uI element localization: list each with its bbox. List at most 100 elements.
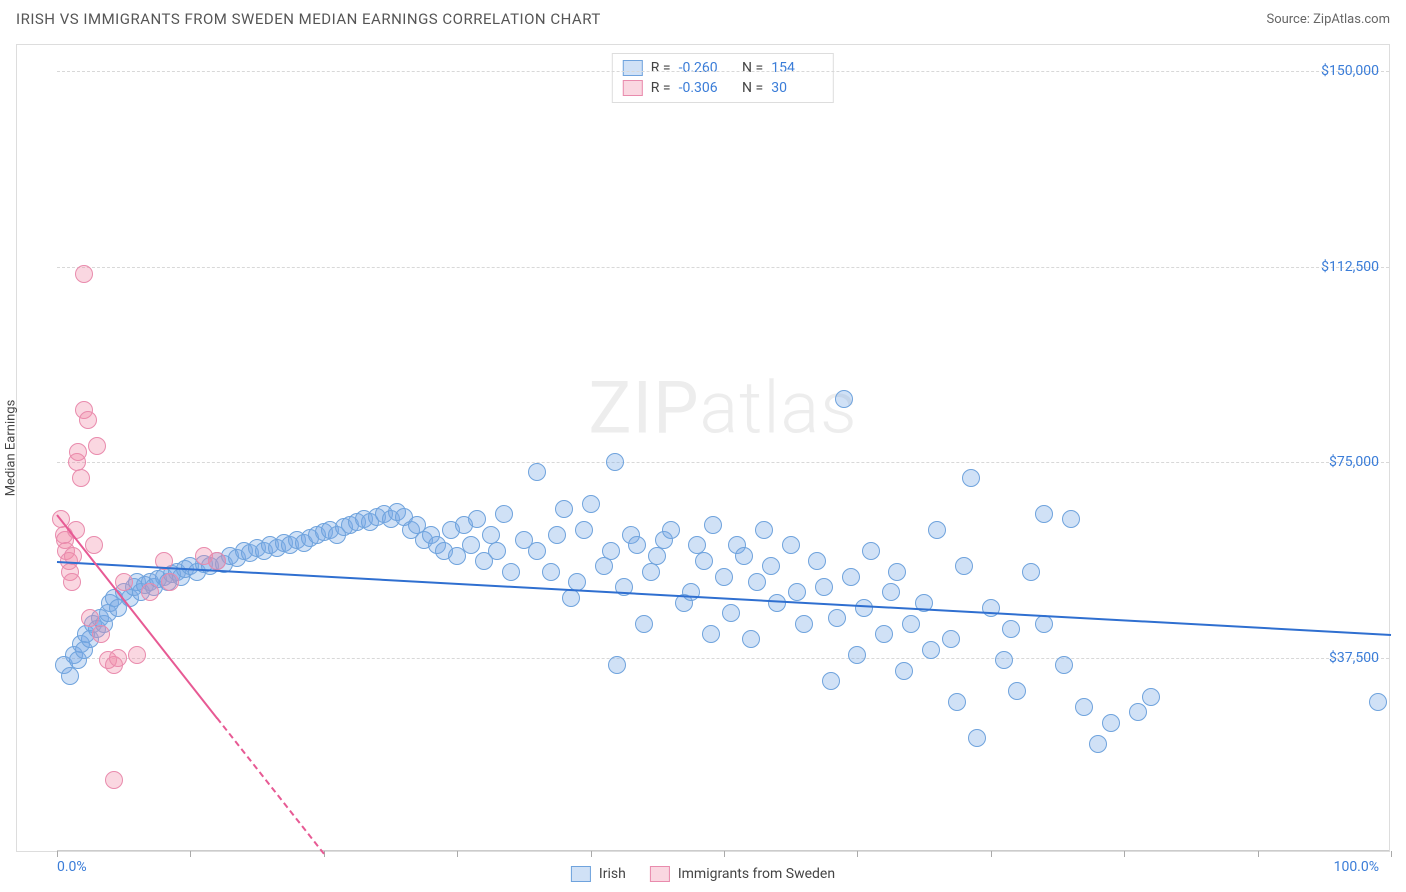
scatter-point-irish: [1089, 735, 1107, 753]
scatter-point-irish: [662, 521, 680, 539]
legend-series: Irish Immigrants from Sweden: [571, 866, 835, 882]
scatter-point-irish: [888, 563, 906, 581]
x-axis-min-label: 0.0%: [57, 859, 87, 875]
scatter-point-irish: [902, 615, 920, 633]
legend-n-label: N =: [739, 80, 764, 96]
scatter-point-irish: [922, 641, 940, 659]
scatter-point-irish: [715, 568, 733, 586]
scatter-point-irish: [595, 557, 613, 575]
x-tick: [857, 851, 858, 857]
scatter-point-irish: [575, 521, 593, 539]
scatter-point-irish: [702, 625, 720, 643]
scatter-point-irish: [642, 563, 660, 581]
scatter-point-irish: [1142, 688, 1160, 706]
scatter-point-irish: [882, 583, 900, 601]
scatter-point-sweden: [92, 625, 110, 643]
scatter-point-irish: [462, 536, 480, 554]
scatter-point-irish: [582, 495, 600, 513]
scatter-point-irish: [995, 651, 1013, 669]
scatter-point-irish: [528, 463, 546, 481]
chart-container: Median Earnings ZIPatlas R = -0.260 N = …: [16, 44, 1390, 852]
scatter-point-irish: [815, 578, 833, 596]
legend-n-label: N =: [739, 60, 764, 76]
watermark-b: atlas: [700, 365, 858, 450]
scatter-point-irish: [1008, 682, 1026, 700]
x-tick: [1124, 851, 1125, 857]
scatter-point-irish: [61, 667, 79, 685]
legend-n-value: 154: [771, 60, 823, 76]
scatter-point-irish: [555, 500, 573, 518]
scatter-point-irish: [1035, 505, 1053, 523]
scatter-point-irish: [955, 557, 973, 575]
page-title: IRISH VS IMMIGRANTS FROM SWEDEN MEDIAN E…: [16, 10, 601, 28]
scatter-point-irish: [528, 542, 546, 560]
trend-line: [216, 718, 324, 855]
x-tick: [591, 851, 592, 857]
scatter-point-sweden: [109, 649, 127, 667]
y-tick-label: $75,000: [1329, 454, 1379, 470]
scatter-point-irish: [704, 516, 722, 534]
scatter-point-irish: [755, 521, 773, 539]
scatter-point-sweden: [115, 573, 133, 591]
scatter-point-irish: [488, 542, 506, 560]
legend-correlation: R = -0.260 N = 154R = -0.306 N = 30: [612, 53, 834, 103]
watermark: ZIPatlas: [588, 365, 857, 450]
scatter-point-sweden: [81, 609, 99, 627]
scatter-point-irish: [828, 609, 846, 627]
legend-item-sweden: Immigrants from Sweden: [650, 866, 835, 882]
scatter-point-sweden: [105, 771, 123, 789]
scatter-point-irish: [635, 615, 653, 633]
legend-series-label: Irish: [599, 866, 626, 882]
scatter-point-irish: [788, 583, 806, 601]
x-axis: [57, 850, 1389, 851]
scatter-point-irish: [875, 625, 893, 643]
y-tick-label: $37,500: [1329, 650, 1379, 666]
legend-row-irish: R = -0.260 N = 154: [623, 58, 823, 78]
scatter-point-irish: [542, 563, 560, 581]
scatter-point-irish: [762, 557, 780, 575]
scatter-point-irish: [968, 729, 986, 747]
scatter-point-sweden: [85, 536, 103, 554]
scatter-point-irish: [782, 536, 800, 554]
x-axis-max-label: 100.0%: [1334, 859, 1379, 875]
x-tick: [1391, 851, 1392, 857]
scatter-point-sweden: [72, 469, 90, 487]
swatch-icon: [571, 866, 591, 882]
legend-r-label: R =: [651, 60, 671, 76]
x-tick: [457, 851, 458, 857]
scatter-point-irish: [1022, 563, 1040, 581]
scatter-point-irish: [606, 453, 624, 471]
scatter-point-irish: [1129, 703, 1147, 721]
scatter-point-irish: [548, 526, 566, 544]
gridline-h: [57, 71, 1389, 72]
source-label: Source: ZipAtlas.com: [1266, 12, 1390, 27]
watermark-a: ZIP: [588, 365, 699, 450]
scatter-point-irish: [648, 547, 666, 565]
scatter-point-irish: [1369, 693, 1387, 711]
gridline-h: [57, 658, 1389, 659]
scatter-point-irish: [822, 672, 840, 690]
scatter-point-sweden: [161, 573, 179, 591]
legend-r-label: R =: [651, 80, 671, 96]
scatter-point-sweden: [141, 583, 159, 601]
scatter-point-irish: [628, 536, 646, 554]
scatter-point-irish: [682, 583, 700, 601]
y-tick-label: $112,500: [1321, 259, 1379, 275]
scatter-point-irish: [948, 693, 966, 711]
legend-row-sweden: R = -0.306 N = 30: [623, 78, 823, 98]
scatter-point-irish: [842, 568, 860, 586]
gridline-h: [57, 267, 1389, 268]
scatter-point-irish: [735, 547, 753, 565]
scatter-point-sweden: [79, 411, 97, 429]
scatter-point-irish: [695, 552, 713, 570]
legend-r-value: -0.306: [679, 80, 731, 96]
legend-r-value: -0.260: [679, 60, 731, 76]
scatter-point-irish: [722, 604, 740, 622]
scatter-point-irish: [502, 563, 520, 581]
swatch-icon: [623, 80, 643, 96]
scatter-point-irish: [835, 390, 853, 408]
scatter-point-irish: [742, 630, 760, 648]
x-tick: [724, 851, 725, 857]
scatter-point-irish: [895, 662, 913, 680]
y-tick-label: $150,000: [1321, 63, 1379, 79]
